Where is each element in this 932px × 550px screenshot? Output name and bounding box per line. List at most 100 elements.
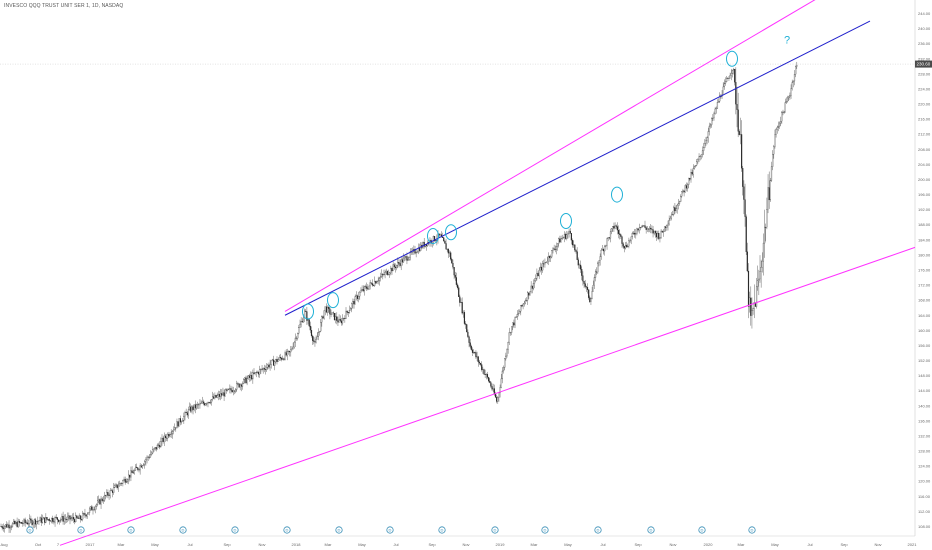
candle-body — [46, 517, 48, 520]
candle-body — [552, 248, 554, 251]
current-price-tag: 230.60 — [915, 60, 932, 68]
candle-body — [189, 406, 191, 410]
candle-body — [114, 485, 116, 488]
candle-body — [137, 467, 139, 470]
candle-body — [398, 262, 400, 264]
candle-body — [69, 515, 71, 520]
annotation-circle — [302, 303, 314, 320]
trendlines-layer[interactable] — [59, 0, 916, 546]
candle-body — [709, 124, 712, 127]
price-tick-label: 228.00 — [918, 71, 931, 76]
candle-body — [98, 499, 100, 501]
candle-body — [353, 301, 355, 305]
candle-body — [477, 356, 479, 363]
candle-body — [759, 271, 761, 280]
candle-body — [60, 519, 62, 521]
dividend-marker-circle — [179, 526, 187, 534]
candle-body — [742, 168, 744, 187]
candle-body — [49, 520, 52, 522]
candle-body — [161, 438, 163, 442]
dividend-marker-circle — [231, 526, 239, 534]
candle-body — [256, 371, 259, 373]
time-tick-label: 2019 — [496, 542, 506, 547]
price-tick-label: 152.00 — [918, 358, 931, 363]
price-tick-label: 148.00 — [918, 373, 931, 378]
candle-body — [542, 263, 544, 271]
candle-body — [628, 240, 630, 247]
candle-body — [693, 166, 696, 169]
candle-body — [397, 262, 399, 266]
grid-layer — [0, 0, 916, 537]
candle-body — [546, 261, 548, 263]
candle-body — [301, 321, 303, 323]
candle-body — [149, 454, 152, 458]
candle-body — [650, 227, 652, 230]
candle-body — [486, 374, 489, 378]
candle-body — [774, 134, 776, 147]
candle-body — [674, 207, 676, 212]
candle-body — [626, 245, 628, 248]
time-tick-label: Jul — [807, 542, 812, 547]
candle-body — [659, 237, 661, 239]
candle-body — [45, 517, 47, 523]
trendline — [284, 0, 816, 312]
candle-body — [750, 297, 752, 316]
price-tick-label: 160.00 — [918, 328, 931, 333]
candle-body — [59, 520, 61, 522]
candle-body — [508, 332, 510, 343]
candle-body — [246, 378, 248, 384]
candle-body — [758, 278, 760, 281]
candle-body — [321, 316, 323, 323]
candle-body — [21, 522, 23, 524]
candle-body — [88, 508, 91, 513]
price-tick-label: 172.00 — [918, 283, 931, 288]
dividend-marker-circle — [283, 526, 291, 534]
candle-body — [2, 527, 4, 529]
candle-body — [524, 300, 526, 304]
candle-body — [84, 513, 86, 516]
dividend-marker-circle — [647, 526, 655, 534]
candle-body — [538, 270, 540, 277]
price-axis[interactable]: 244.00 240.00 236.00 232.00 228.00 224.00 220.… — [915, 11, 932, 529]
candle-body — [130, 470, 132, 478]
candle-body — [184, 412, 186, 417]
candle-body — [560, 238, 562, 243]
candle-body — [235, 389, 237, 392]
candles-layer[interactable] — [0, 61, 798, 533]
candle-body — [153, 448, 155, 450]
candle-body — [335, 316, 337, 321]
candle-body — [738, 131, 740, 135]
candle-body — [389, 272, 391, 275]
candle-body — [680, 196, 682, 202]
price-tick-label: 212.00 — [918, 132, 931, 137]
candle-body — [187, 409, 190, 416]
time-axis[interactable]: Aug Oct 7 2017 Mar May Jul Sep Nov 2018 Mar May Jul S… — [0, 542, 917, 547]
dividend-marker-circle — [594, 526, 602, 534]
time-tick-label: 2021 — [908, 542, 918, 547]
price-tick-label: 204.00 — [918, 162, 931, 167]
candle-body — [244, 377, 246, 380]
candle-body — [278, 357, 280, 360]
candle-body — [598, 260, 600, 264]
candle-body — [77, 517, 79, 519]
candle-body — [638, 227, 640, 231]
candle-body — [290, 349, 292, 353]
candle-body — [788, 96, 790, 99]
candle-body — [191, 406, 193, 412]
candle-body — [704, 143, 706, 148]
dividend-marker: D — [335, 526, 343, 534]
dividend-marker-circle — [386, 526, 394, 534]
candle-body — [730, 73, 732, 76]
candle-body — [195, 404, 198, 409]
candle-body — [312, 335, 314, 341]
candle-body — [773, 146, 775, 155]
candle-body — [170, 433, 172, 435]
dividend-marker: D — [26, 526, 34, 534]
candle-body — [313, 340, 315, 342]
candle-body — [269, 364, 271, 368]
candle-body — [706, 137, 708, 141]
candle-body — [501, 370, 503, 380]
candle-body — [247, 375, 249, 379]
